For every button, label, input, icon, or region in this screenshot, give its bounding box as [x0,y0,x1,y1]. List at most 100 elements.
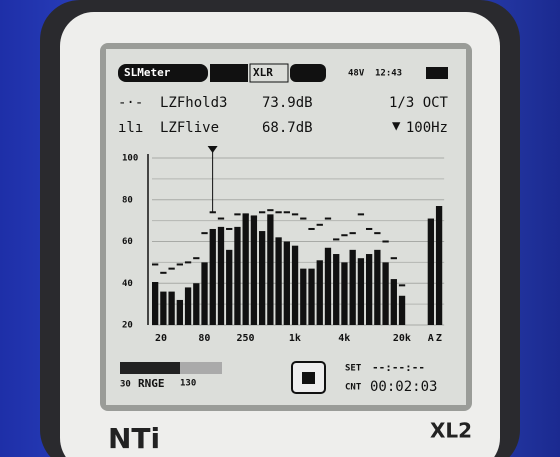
bar [267,214,274,325]
bar [382,262,389,325]
bar [226,249,233,325]
bar [160,291,167,325]
tab-box [249,63,289,83]
y-tick-label: 20 [122,321,133,331]
y-tick-label: 40 [122,279,133,289]
bar [333,254,340,325]
reading-value: 68.7dB [262,120,313,136]
mode: SLMeter [124,66,171,79]
y-tick-label: 60 [122,237,133,247]
hold-dash [168,267,175,270]
set-label: SET [345,364,362,374]
hold-dash [291,213,299,216]
bar [398,295,406,325]
hold-marker: -·- [118,95,143,111]
bar [365,254,373,325]
x-tick-label: 4k [338,333,350,344]
screen-content: SLMeter XLR 48V 12:43 -·- LZFhold3 73.9d… [118,63,449,395]
hold-dash [250,215,258,218]
model: XL2 [430,419,472,443]
hold-dash [184,261,192,264]
live-marker: ılı [118,120,143,136]
y-tick-label: 100 [122,154,138,164]
bar [275,237,282,325]
bar [300,268,307,325]
hold-dash [300,217,307,220]
reading-right: 1/3 OCT [389,95,449,111]
hold-dash [267,209,274,212]
bar [308,268,315,325]
bar [357,258,365,325]
hold-dash [365,227,373,230]
battery [426,67,448,79]
hold-dash [193,257,200,260]
hold-dash [398,284,406,287]
x-tick-label: 1k [289,333,301,344]
bar [291,245,299,325]
bar [242,214,249,325]
bar [184,287,192,325]
hold-dash [160,271,167,274]
bar [349,249,356,325]
brand: NTi [108,422,160,455]
reading-value: 73.9dB [262,95,313,111]
stop-icon [302,372,315,384]
bar [341,262,348,325]
bar [324,247,332,325]
x-tick-label: 80 [198,333,210,344]
hold-dash [324,217,332,220]
bar [316,260,323,325]
hold-dash [390,257,397,260]
bar [258,231,266,325]
clock: 12:43 [375,69,402,79]
bar [390,279,397,325]
x-tick-label: A [428,333,434,344]
phantom: 48V [348,69,365,79]
hold-dash [333,238,340,241]
x-tick-label: 250 [236,333,254,344]
bar [176,299,183,325]
icon-tab [290,64,326,82]
hold-dash [242,213,249,216]
hold-dash [258,211,266,214]
bar [427,218,435,325]
mode-pill [118,64,208,82]
hold-dash [275,211,282,214]
hold-dash [382,240,389,243]
hold-dash [152,263,159,266]
y-tick-label: 80 [122,195,133,205]
bar [283,241,290,325]
hold-dash [283,211,290,214]
bar [201,262,208,325]
set-time: --:--:-- [372,361,425,374]
range-label: RNGE [138,377,165,390]
bar [209,228,216,325]
reading-label: LZFhold3 [160,95,227,111]
screen [106,49,466,405]
bar [374,249,381,325]
count-label: CNT [345,383,362,393]
range-low: 30 [120,380,131,390]
bar [193,283,200,325]
bar [152,281,159,325]
hold-dash [357,213,365,216]
x-tick-label: 20k [393,333,411,344]
reading-label: LZFlive [160,120,219,136]
hold-dash [316,223,323,226]
hold-dash [234,213,241,216]
hold-dash [201,232,208,235]
bar [250,216,258,325]
tab: XLR [253,66,273,79]
bar [234,226,241,325]
cursor-marker [207,146,218,153]
hold-dash [349,232,356,235]
bar [217,226,225,325]
cursor-icon: ▼ [392,118,401,134]
level-meter [120,362,222,374]
hold-dash [226,227,233,230]
hold-dash [308,227,315,230]
hold-dash [374,232,381,235]
bar [435,206,443,325]
bar [168,291,175,325]
